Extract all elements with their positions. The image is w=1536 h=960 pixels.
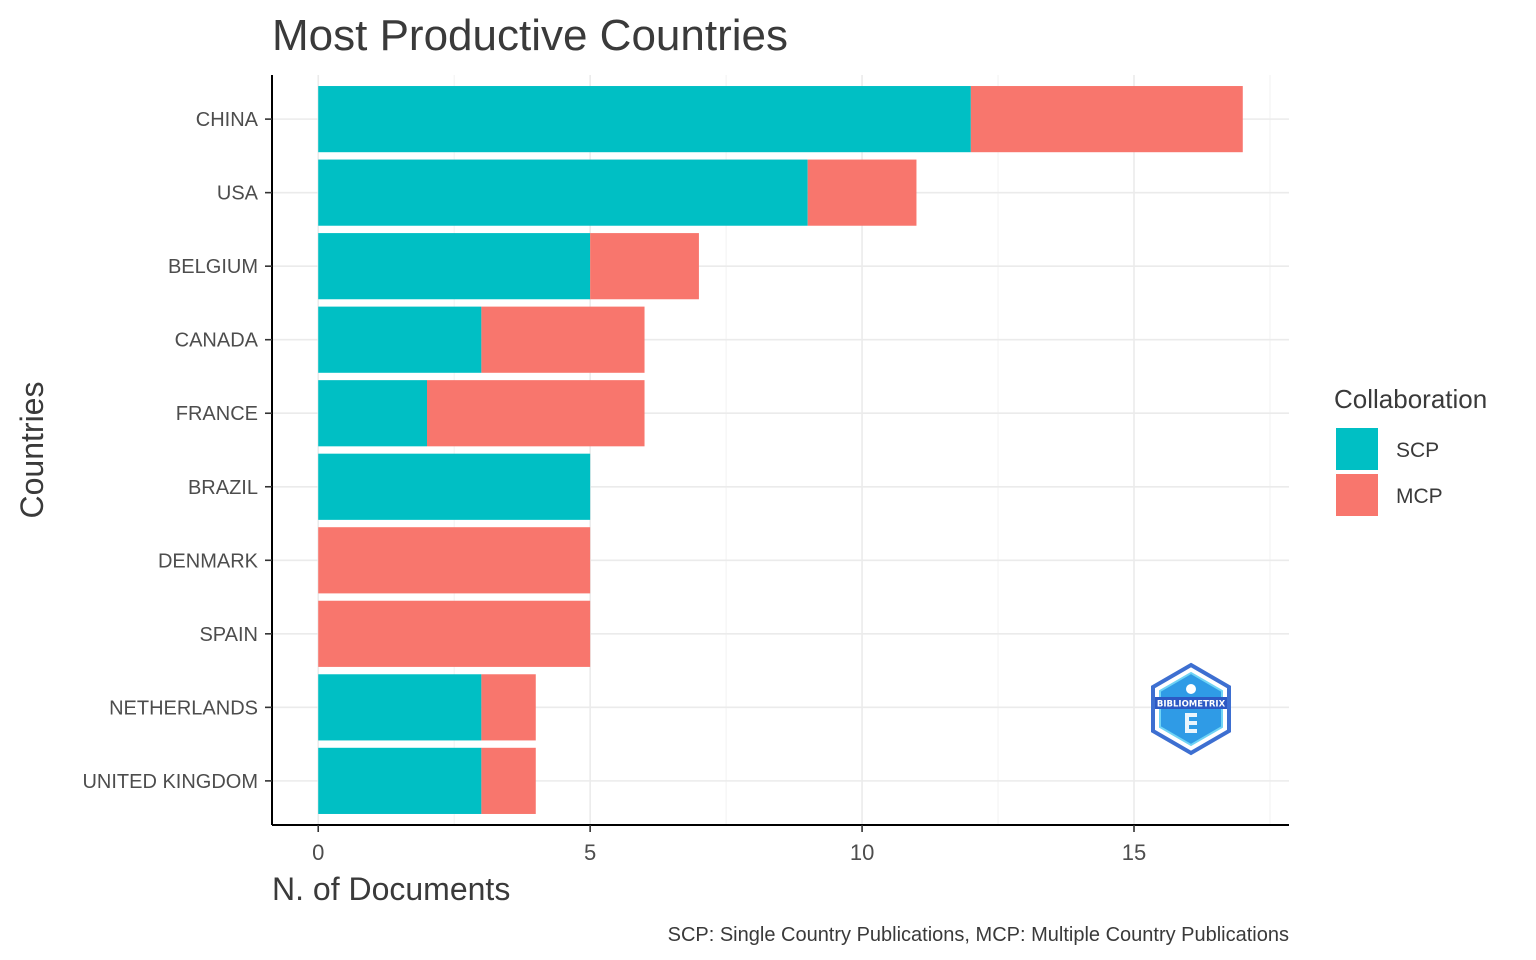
bars [318,86,1243,814]
logo-figure [1185,713,1197,733]
legend-key-mcp [1336,474,1378,516]
plot-panel [272,75,1289,825]
y-tick-label: SPAIN [199,624,258,646]
bar-mcp-usa [807,159,917,226]
x-axis-ticks: 0 5 10 15 [312,825,1146,865]
legend: Collaboration SCP MCP [1334,384,1487,516]
bar-mcp-netherlands [481,674,536,741]
bar-scp-belgium [318,233,591,300]
y-tick-label: BRAZIL [188,477,258,499]
bar-scp-france [318,380,427,447]
bar-scp-netherlands [318,674,482,741]
legend-title: Collaboration [1334,384,1487,414]
bar-mcp-canada [481,306,645,373]
bar-mcp-spain [318,600,591,667]
x-tick-label: 5 [584,840,596,865]
y-tick-label: USA [217,183,259,205]
y-tick-label: CANADA [175,330,259,352]
bar-scp-china [318,86,971,153]
bar-mcp-denmark [318,527,591,594]
bar-mcp-china [970,86,1243,153]
axes [271,75,1289,826]
y-tick-label: UNITED KINGDOM [82,771,258,793]
x-tick-label: 15 [1122,840,1146,865]
y-tick-label: NETHERLANDS [109,697,258,719]
y-tick-label: BELGIUM [168,256,258,278]
y-tick-label: DENMARK [158,550,259,572]
bar-scp-usa [318,159,808,226]
bar-scp-brazil [318,453,591,520]
y-tick-label: CHINA [196,109,259,131]
y-axis-title: Countries [14,382,50,519]
y-tick-label: FRANCE [176,403,258,425]
chart-title: Most Productive Countries [272,11,788,60]
bar-scp-canada [318,306,482,373]
bibliometrix-logo: BIBLIOMETRIX [1151,662,1231,756]
x-tick-label: 10 [850,840,874,865]
legend-key-scp [1336,428,1378,470]
x-axis-title: N. of Documents [272,871,510,907]
logo-head [1186,684,1196,694]
chart-caption: SCP: Single Country Publications, MCP: M… [668,924,1289,946]
x-tick-label: 0 [312,840,324,865]
bar-mcp-belgium [590,233,699,300]
bar-mcp-united-kingdom [481,747,536,814]
legend-label-scp: SCP [1396,439,1439,462]
logo-text: BIBLIOMETRIX [1157,700,1226,710]
bar-scp-united-kingdom [318,747,482,814]
legend-items: SCP MCP [1336,428,1443,516]
bar-mcp-france [426,380,645,447]
y-axis-ticks: CHINA USA BELGIUM CANADA FRANCE BRAZIL DENMARK… [82,109,272,793]
logo-banner [1155,697,1227,709]
legend-label-mcp: MCP [1396,485,1443,508]
